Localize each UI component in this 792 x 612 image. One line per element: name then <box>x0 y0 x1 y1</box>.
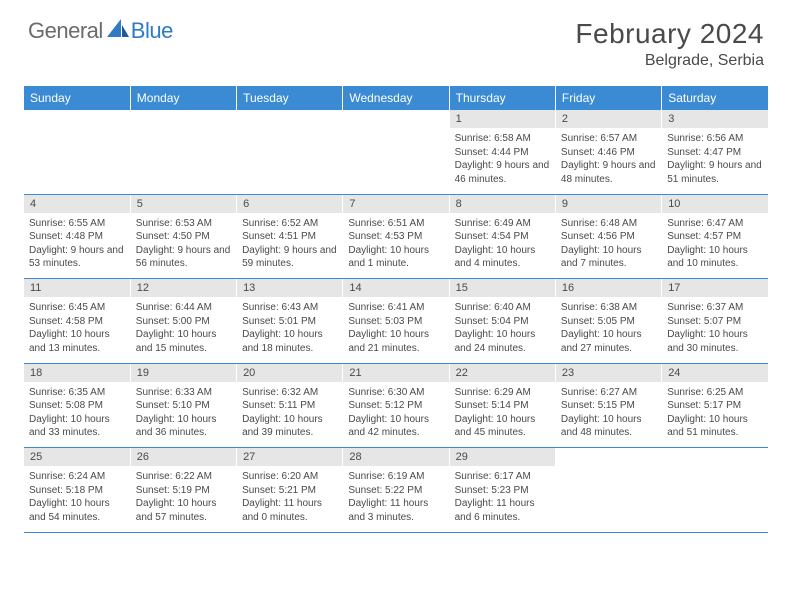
day-detail-cell: Sunrise: 6:56 AMSunset: 4:47 PMDaylight:… <box>662 128 768 194</box>
weekday-row: SundayMondayTuesdayWednesdayThursdayFrid… <box>24 86 768 110</box>
day-detail-cell: Sunrise: 6:51 AMSunset: 4:53 PMDaylight:… <box>343 213 449 279</box>
day-number-cell: 9 <box>555 194 661 213</box>
day-number-cell: 15 <box>449 279 555 298</box>
day-number-cell: 3 <box>662 110 768 128</box>
detail-row: Sunrise: 6:35 AMSunset: 5:08 PMDaylight:… <box>24 382 768 448</box>
day-detail-cell <box>343 128 449 194</box>
day-number-cell <box>24 110 130 128</box>
page-header: General Blue February 2024 Belgrade, Ser… <box>0 0 792 78</box>
day-number-cell: 19 <box>130 363 236 382</box>
day-detail-cell: Sunrise: 6:55 AMSunset: 4:48 PMDaylight:… <box>24 213 130 279</box>
day-detail-cell <box>237 128 343 194</box>
day-number-cell: 23 <box>555 363 661 382</box>
day-number-cell <box>237 110 343 128</box>
weekday-header: Wednesday <box>343 86 449 110</box>
day-number-cell: 1 <box>449 110 555 128</box>
day-number-cell: 18 <box>24 363 130 382</box>
day-detail-cell: Sunrise: 6:45 AMSunset: 4:58 PMDaylight:… <box>24 297 130 363</box>
day-detail-cell <box>130 128 236 194</box>
day-number-cell: 13 <box>237 279 343 298</box>
day-detail-cell: Sunrise: 6:41 AMSunset: 5:03 PMDaylight:… <box>343 297 449 363</box>
day-detail-cell: Sunrise: 6:17 AMSunset: 5:23 PMDaylight:… <box>449 466 555 532</box>
day-number-cell: 14 <box>343 279 449 298</box>
day-detail-cell: Sunrise: 6:53 AMSunset: 4:50 PMDaylight:… <box>130 213 236 279</box>
detail-row: Sunrise: 6:24 AMSunset: 5:18 PMDaylight:… <box>24 466 768 532</box>
weekday-header: Sunday <box>24 86 130 110</box>
day-number-cell <box>343 110 449 128</box>
day-detail-cell: Sunrise: 6:38 AMSunset: 5:05 PMDaylight:… <box>555 297 661 363</box>
day-detail-cell <box>555 466 661 532</box>
day-detail-cell <box>662 466 768 532</box>
day-number-cell: 17 <box>662 279 768 298</box>
day-number-cell: 16 <box>555 279 661 298</box>
day-detail-cell: Sunrise: 6:47 AMSunset: 4:57 PMDaylight:… <box>662 213 768 279</box>
title-block: February 2024 Belgrade, Serbia <box>575 18 764 70</box>
day-number-cell: 24 <box>662 363 768 382</box>
day-detail-cell: Sunrise: 6:52 AMSunset: 4:51 PMDaylight:… <box>237 213 343 279</box>
day-number-cell <box>662 448 768 467</box>
day-number-cell: 4 <box>24 194 130 213</box>
day-detail-cell: Sunrise: 6:37 AMSunset: 5:07 PMDaylight:… <box>662 297 768 363</box>
daynum-row: 2526272829 <box>24 448 768 467</box>
calendar-head: SundayMondayTuesdayWednesdayThursdayFrid… <box>24 86 768 110</box>
day-detail-cell: Sunrise: 6:58 AMSunset: 4:44 PMDaylight:… <box>449 128 555 194</box>
detail-row: Sunrise: 6:45 AMSunset: 4:58 PMDaylight:… <box>24 297 768 363</box>
day-number-cell: 22 <box>449 363 555 382</box>
day-number-cell: 10 <box>662 194 768 213</box>
day-number-cell: 25 <box>24 448 130 467</box>
day-detail-cell: Sunrise: 6:32 AMSunset: 5:11 PMDaylight:… <box>237 382 343 448</box>
detail-row: Sunrise: 6:55 AMSunset: 4:48 PMDaylight:… <box>24 213 768 279</box>
month-title: February 2024 <box>575 18 764 50</box>
daynum-row: 45678910 <box>24 194 768 213</box>
day-number-cell: 29 <box>449 448 555 467</box>
day-detail-cell: Sunrise: 6:43 AMSunset: 5:01 PMDaylight:… <box>237 297 343 363</box>
day-detail-cell: Sunrise: 6:27 AMSunset: 5:15 PMDaylight:… <box>555 382 661 448</box>
day-detail-cell: Sunrise: 6:30 AMSunset: 5:12 PMDaylight:… <box>343 382 449 448</box>
day-detail-cell: Sunrise: 6:22 AMSunset: 5:19 PMDaylight:… <box>130 466 236 532</box>
location: Belgrade, Serbia <box>575 52 764 70</box>
day-number-cell: 21 <box>343 363 449 382</box>
day-detail-cell: Sunrise: 6:40 AMSunset: 5:04 PMDaylight:… <box>449 297 555 363</box>
day-detail-cell: Sunrise: 6:44 AMSunset: 5:00 PMDaylight:… <box>130 297 236 363</box>
day-detail-cell: Sunrise: 6:57 AMSunset: 4:46 PMDaylight:… <box>555 128 661 194</box>
day-number-cell: 12 <box>130 279 236 298</box>
weekday-header: Monday <box>130 86 236 110</box>
day-detail-cell: Sunrise: 6:35 AMSunset: 5:08 PMDaylight:… <box>24 382 130 448</box>
day-detail-cell: Sunrise: 6:19 AMSunset: 5:22 PMDaylight:… <box>343 466 449 532</box>
day-detail-cell: Sunrise: 6:24 AMSunset: 5:18 PMDaylight:… <box>24 466 130 532</box>
day-number-cell: 7 <box>343 194 449 213</box>
weekday-header: Saturday <box>662 86 768 110</box>
day-number-cell: 8 <box>449 194 555 213</box>
day-number-cell: 6 <box>237 194 343 213</box>
daynum-row: 18192021222324 <box>24 363 768 382</box>
weekday-header: Friday <box>555 86 661 110</box>
day-detail-cell: Sunrise: 6:33 AMSunset: 5:10 PMDaylight:… <box>130 382 236 448</box>
detail-row: Sunrise: 6:58 AMSunset: 4:44 PMDaylight:… <box>24 128 768 194</box>
day-number-cell: 5 <box>130 194 236 213</box>
day-number-cell: 27 <box>237 448 343 467</box>
day-number-cell <box>555 448 661 467</box>
day-number-cell: 2 <box>555 110 661 128</box>
day-detail-cell: Sunrise: 6:29 AMSunset: 5:14 PMDaylight:… <box>449 382 555 448</box>
day-detail-cell: Sunrise: 6:49 AMSunset: 4:54 PMDaylight:… <box>449 213 555 279</box>
calendar-body: 123Sunrise: 6:58 AMSunset: 4:44 PMDaylig… <box>24 110 768 532</box>
weekday-header: Thursday <box>449 86 555 110</box>
daynum-row: 123 <box>24 110 768 128</box>
day-number-cell <box>130 110 236 128</box>
day-number-cell: 20 <box>237 363 343 382</box>
day-number-cell: 11 <box>24 279 130 298</box>
day-detail-cell: Sunrise: 6:20 AMSunset: 5:21 PMDaylight:… <box>237 466 343 532</box>
day-detail-cell <box>24 128 130 194</box>
logo-text-blue: Blue <box>131 18 173 44</box>
calendar-table: SundayMondayTuesdayWednesdayThursdayFrid… <box>24 86 768 533</box>
weekday-header: Tuesday <box>237 86 343 110</box>
logo: General Blue <box>28 18 173 44</box>
day-number-cell: 26 <box>130 448 236 467</box>
logo-text-general: General <box>28 18 103 44</box>
day-detail-cell: Sunrise: 6:48 AMSunset: 4:56 PMDaylight:… <box>555 213 661 279</box>
day-number-cell: 28 <box>343 448 449 467</box>
daynum-row: 11121314151617 <box>24 279 768 298</box>
logo-sail-icon <box>107 19 129 37</box>
day-detail-cell: Sunrise: 6:25 AMSunset: 5:17 PMDaylight:… <box>662 382 768 448</box>
